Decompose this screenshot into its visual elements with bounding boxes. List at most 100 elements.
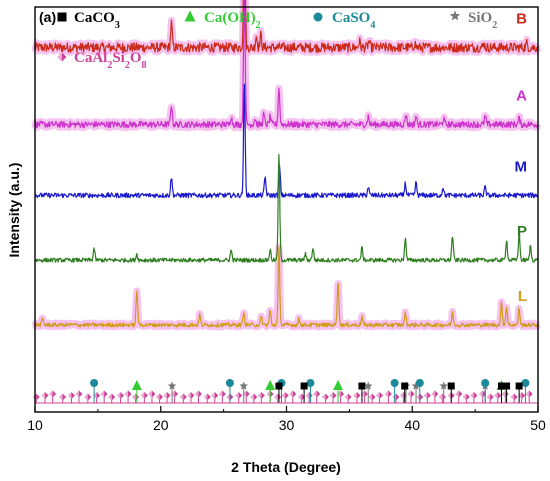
ref-marker-CaAl2Si2O8 [353,392,361,399]
diamond-highlight [84,393,88,401]
diamond-highlight [494,392,498,399]
diamond-highlight [447,392,452,399]
ref-marker-CaAl2Si2O8 [486,393,494,401]
diamond-highlight [486,393,491,401]
ref-marker-CaAl2Si2O8 [337,390,345,398]
series-label-L: L [518,288,527,305]
diamond-highlight [360,390,365,398]
diamond-highlight [376,392,380,399]
ref-marker-CaAl2Si2O8 [289,390,297,398]
x-tick-label: 30 [279,417,295,433]
ref-marker-SiO2 [239,381,248,390]
ref-marker-CaAl2Si2O8 [93,392,101,399]
diamond-highlight [305,392,310,399]
series-label-M: M [515,158,528,175]
ref-marker-CaAl2Si2O8 [49,390,57,398]
legend-marker-SiO2 [449,10,461,21]
ref-marker-CaAl2Si2O8 [203,393,211,401]
series-line-B [34,0,539,53]
diamond-highlight [298,393,302,401]
ref-marker-CaSO4 [415,379,424,387]
diamond-highlight [218,390,223,398]
ref-marker-CaSO4 [390,379,399,387]
diamond-highlight [525,390,530,398]
ref-marker-CaAl2Si2O8 [321,393,329,401]
diamond-highlight [57,52,62,62]
diamond-highlight [163,392,168,399]
series-lines-layer [34,0,539,328]
ref-marker-CaAl2Si2O8 [510,393,518,401]
diamond-highlight [455,390,459,398]
ref-marker-CaCO3 [515,382,523,390]
ref-marker-CaCO3 [401,382,409,390]
ref-marker-CaAl2Si2O8 [75,390,83,398]
ref-marker-CaAl2Si2O8 [313,390,321,398]
ref-marker-SiO2 [167,381,177,390]
diamond-highlight [407,390,411,398]
ref-marker-CaAl2Si2O8 [494,392,502,399]
diamond-highlight [353,392,357,399]
ref-marker-CaCO3 [498,382,506,390]
ref-marker-CaAl2Si2O8 [250,393,258,401]
diamond-highlight [337,390,341,398]
ref-marker-CaSO4 [481,379,490,387]
ref-marker-CaAl2Si2O8 [171,390,179,398]
ref-marker-CaAl2Si2O8 [187,392,195,399]
series-line-L [34,246,539,328]
ref-marker-CaAl2Si2O8 [117,392,125,399]
ref-marker-CaAl2Si2O8 [32,393,40,401]
ref-marker-CaAl2Si2O8 [274,393,282,401]
x-tick-label: 40 [404,417,420,433]
ref-marker-CaCO3 [358,382,366,390]
series-label-A: A [516,87,527,104]
diamond-highlight [49,390,53,398]
ref-marker-CaAl2Si2O8 [501,390,509,398]
ref-marker-CaOH2 [333,380,344,390]
diamond-highlight [518,392,522,399]
ref-marker-CaAl2Si2O8 [242,390,250,398]
diamond-highlight [171,390,175,398]
ref-marker-CaAl2Si2O8 [305,392,313,399]
diamond-highlight [266,390,271,398]
diamond-highlight [510,393,515,401]
ref-marker-CaSO4 [225,379,234,387]
diamond-highlight [242,390,247,398]
ref-marker-CaAl2Si2O8 [525,390,533,398]
ref-marker-CaAl2Si2O8 [155,393,163,401]
diamond-highlight [100,390,105,398]
ref-marker-CaAl2Si2O8 [257,392,265,399]
diamond-highlight [470,392,474,399]
ref-marker-CaOH2 [131,380,142,390]
ref-marker-CaAl2Si2O8 [100,390,108,398]
x-tick-label: 20 [153,417,169,433]
diamond-highlight [329,392,334,399]
diamond-highlight [148,390,152,398]
reference-markers-layer [32,379,538,404]
legend-marker-CaCO3 [57,12,67,22]
y-axis-title: Intensity (a.u.) [6,163,22,258]
x-tick-label: 50 [530,417,546,433]
x-axis-ticks: 10 20 30 40 50 [27,406,546,433]
ref-marker-CaAl2Si2O8 [59,393,67,401]
diamond-highlight [211,392,215,399]
ref-marker-CaAl2Si2O8 [360,390,368,398]
legend-label-CaAl2Si2O8: CaAl2Si2O8 [74,50,147,71]
diamond-highlight [75,390,80,398]
diamond-highlight [250,393,254,401]
ref-marker-CaAl2Si2O8 [470,392,478,399]
diamond-highlight [289,390,293,398]
diamond-highlight [124,390,129,398]
series-label-P: P [517,223,527,240]
diamond-highlight [203,393,208,401]
diamond-highlight [140,392,145,399]
ref-marker-CaSO4 [90,379,99,387]
ref-marker-CaAl2Si2O8 [462,393,470,401]
legend-label-CaSO4: CaSO4 [332,10,375,31]
diamond-highlight [132,393,136,401]
ref-marker-CaAl2Si2O8 [148,390,156,398]
ref-marker-CaAl2Si2O8 [298,393,306,401]
ref-marker-CaAl2Si2O8 [218,390,226,398]
x-axis-title: 2 Theta (Degree) [231,459,341,475]
ref-marker-CaAl2Si2O8 [67,392,75,399]
